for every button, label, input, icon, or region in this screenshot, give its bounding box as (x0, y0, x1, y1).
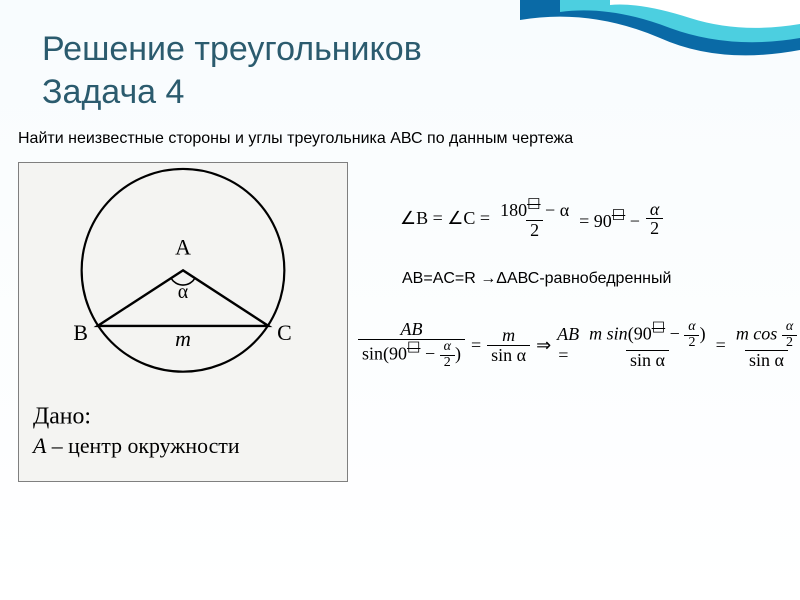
frac-msin: m sin(90☐ − α 2 ) sin α (585, 320, 709, 370)
frac-180: 180☐ − α 2 (496, 198, 573, 240)
angle-alpha-label: α (178, 281, 188, 303)
vertex-c-label: C (277, 321, 292, 345)
problem-diagram: A α B C m Дано: A – центр окружности (18, 162, 348, 482)
frac-m-sina: m sin α (487, 326, 530, 365)
frac-ab-left: AB sin(90☐ − α 2 ) (358, 320, 465, 370)
title-line-1: Решение треугольников (42, 30, 422, 68)
title-line-2: Задача 4 (42, 73, 184, 111)
frac-mcos: m cos α 2 sin α (732, 320, 800, 370)
side-m-label: m (175, 327, 191, 351)
isosceles-statement: AB=AC=R →ΔАВС-равнобедренный (402, 270, 671, 288)
ab-equation: AB sin(90☐ − α 2 ) = m sin α ⇒ AB = m si… (358, 320, 788, 370)
frac-alpha-2: α 2 (646, 200, 663, 239)
corner-waves (520, 0, 800, 70)
angle-lhs: ∠B = ∠C = (400, 208, 490, 229)
problem-statement: Найти неизвестные стороны и углы треугол… (18, 130, 573, 148)
angle-equation: ∠B = ∠C = 180☐ − α 2 = 90☐ − α 2 (400, 198, 780, 240)
mid-eq: = 90☐ − (579, 206, 640, 232)
given-text: A – центр окружности (31, 434, 240, 458)
vertex-b-label: B (73, 321, 88, 345)
given-label: Дано: (33, 403, 91, 429)
slide-title: Решение треугольников Задача 4 (42, 28, 422, 113)
vertex-a-label: A (175, 235, 191, 259)
